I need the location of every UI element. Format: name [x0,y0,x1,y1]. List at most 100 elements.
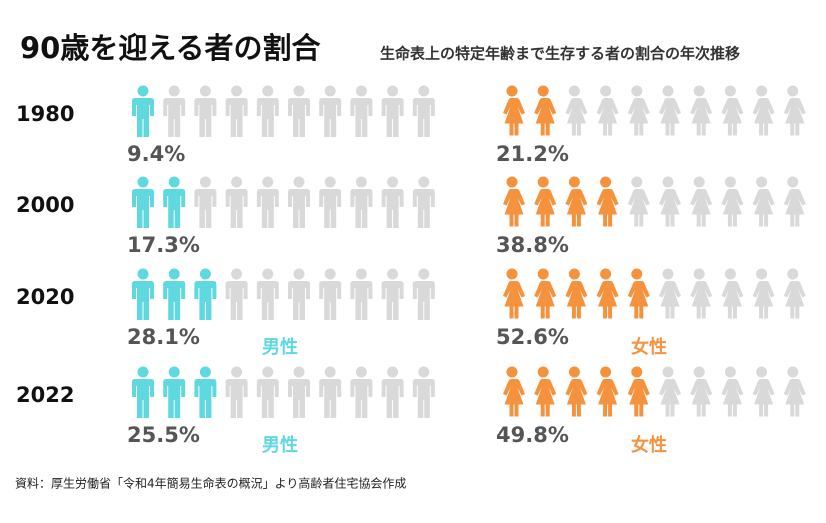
icon-body [132,189,154,228]
icon-body [783,379,806,417]
icon-head [293,85,305,97]
icon-head [787,366,799,378]
icon-body [783,281,806,319]
icon-body [534,189,557,227]
icon-body [412,379,435,418]
icon-row [503,176,806,227]
icon-body [319,98,342,137]
icon-head [724,366,736,378]
icon-head [537,176,549,188]
icon-head [537,85,549,97]
icon-body [225,98,248,137]
icon-head [506,85,518,97]
icon-body [256,379,279,418]
icon-head [168,85,180,97]
icon-head [506,176,518,188]
icon-body [783,189,806,227]
icon-body [163,189,186,228]
icon-head [506,366,518,378]
icon-body [659,281,681,319]
icon-body [381,189,404,228]
icon-body [752,189,775,227]
icon-body [319,281,342,320]
icon-head [693,176,705,188]
icon-head [231,85,243,97]
icon-head [293,268,305,280]
icon-head [418,268,430,280]
icon-body [319,189,342,228]
icon-body [627,281,650,319]
icon-head [537,268,549,280]
icon-body [288,98,310,137]
icon-head [662,268,674,280]
icon-body [256,281,279,320]
icon-head [756,85,768,97]
icon-head [600,268,612,280]
icon-row [132,85,435,137]
series-label: 男性 [262,336,298,358]
icon-body [412,98,435,137]
icon-head [199,268,211,280]
icon-head [662,366,674,378]
icon-body [659,98,681,136]
icon-body [565,189,588,227]
icon-head [418,85,430,97]
icon-head [199,366,211,378]
icon-body [288,379,310,418]
value-label: 49.8% [496,423,569,447]
icon-body [256,98,279,137]
icon-head [631,268,643,280]
icon-body [503,189,525,227]
icon-body [721,281,744,319]
icon-head [693,268,705,280]
icon-head [199,85,211,97]
icon-head [631,176,643,188]
icon-head [137,85,149,97]
icon-head [199,176,211,188]
value-label: 52.6% [496,325,569,349]
icon-body [752,281,775,319]
icon-head [418,176,430,188]
icon-body [721,189,744,227]
icon-head [387,176,399,188]
icon-head [231,268,243,280]
icon-body [596,281,619,319]
icon-head [600,85,612,97]
icon-head [724,85,736,97]
icon-body [690,281,713,319]
icon-body [752,379,775,417]
icon-row [503,85,806,136]
icon-body [350,98,373,137]
icon-head [724,176,736,188]
icon-head [787,176,799,188]
icon-head [724,268,736,280]
icon-head [506,268,518,280]
icon-body [288,189,310,228]
icon-head [787,85,799,97]
series-label: 女性 [631,434,667,456]
icon-head [568,268,580,280]
icon-body [381,98,404,137]
icon-body [752,98,775,136]
value-label: 25.5% [127,423,200,447]
chart-subtitle: 生命表上の特定年齢まで生存する者の割合の年次推移 [380,45,740,63]
icon-head [568,366,580,378]
icon-body [659,189,681,227]
icon-body [690,189,713,227]
icon-body [381,379,404,418]
value-label: 21.2% [496,142,569,166]
icon-body [288,281,310,320]
icon-head [355,366,367,378]
icon-body [565,281,588,319]
icon-body [412,281,435,320]
icon-head [537,366,549,378]
icon-head [418,366,430,378]
category-label: 2000 [16,193,74,217]
icon-body [350,189,373,228]
icon-head [693,85,705,97]
icon-body [350,379,373,418]
series-label: 男性 [262,434,298,456]
icon-body [721,98,744,136]
icon-head [293,176,305,188]
icon-head [631,366,643,378]
